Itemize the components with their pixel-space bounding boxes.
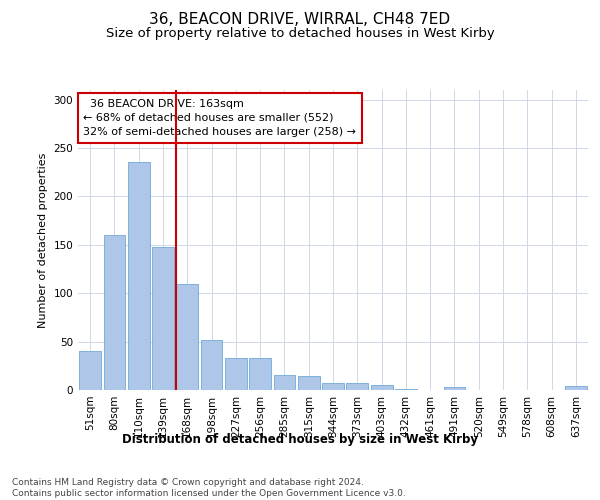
- Text: 36 BEACON DRIVE: 163sqm
← 68% of detached houses are smaller (552)
32% of semi-d: 36 BEACON DRIVE: 163sqm ← 68% of detache…: [83, 99, 356, 137]
- Text: Contains HM Land Registry data © Crown copyright and database right 2024.
Contai: Contains HM Land Registry data © Crown c…: [12, 478, 406, 498]
- Bar: [176, 284, 198, 390]
- Bar: [298, 376, 320, 390]
- Text: Distribution of detached houses by size in West Kirby: Distribution of detached houses by size …: [122, 432, 478, 446]
- Text: Size of property relative to detached houses in West Kirby: Size of property relative to detached ho…: [106, 28, 494, 40]
- Bar: [128, 162, 149, 390]
- Y-axis label: Number of detached properties: Number of detached properties: [38, 152, 48, 328]
- Bar: [346, 383, 368, 390]
- Bar: [443, 387, 466, 390]
- Text: 36, BEACON DRIVE, WIRRAL, CH48 7ED: 36, BEACON DRIVE, WIRRAL, CH48 7ED: [149, 12, 451, 28]
- Bar: [371, 385, 392, 390]
- Bar: [565, 386, 587, 390]
- Bar: [322, 383, 344, 390]
- Bar: [225, 358, 247, 390]
- Bar: [200, 340, 223, 390]
- Bar: [152, 247, 174, 390]
- Bar: [395, 389, 417, 390]
- Bar: [104, 235, 125, 390]
- Bar: [274, 374, 295, 390]
- Bar: [249, 358, 271, 390]
- Bar: [79, 352, 101, 390]
